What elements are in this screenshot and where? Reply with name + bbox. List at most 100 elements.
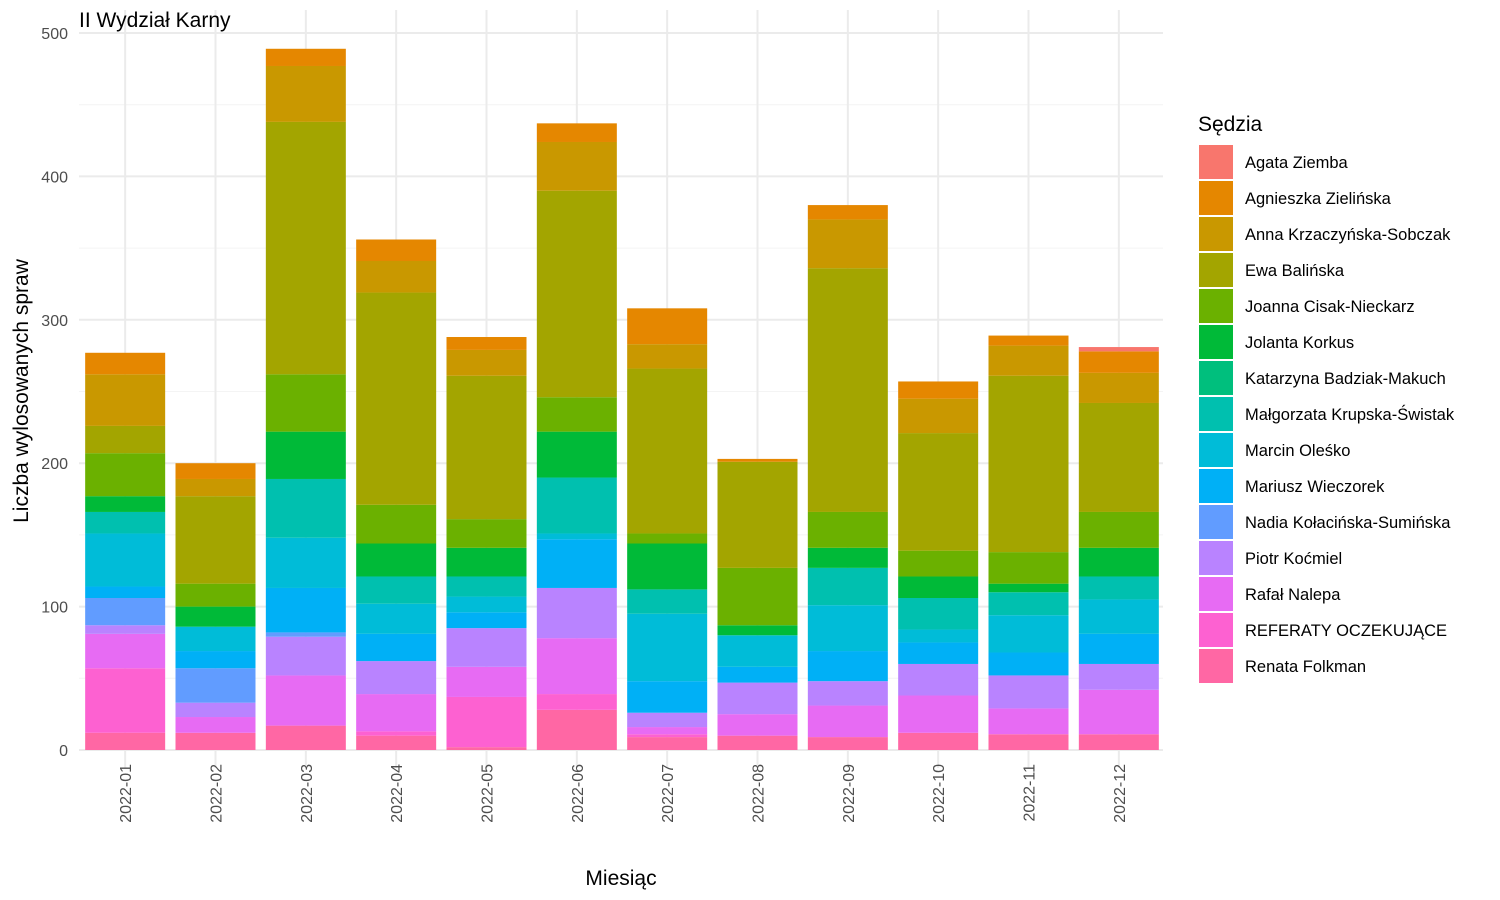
x-axis-ticks: 2022-01 2022-02 2022-03 2022-04 2022-05 2022-…: [118, 764, 1129, 823]
bar-segment: [1078, 633, 1159, 664]
bar-segment: [627, 344, 708, 369]
bar-segment: [988, 552, 1069, 584]
bar-segment: [807, 511, 888, 548]
bar-segment: [175, 496, 256, 584]
bar-segment: [265, 121, 346, 375]
bar-segment: [717, 735, 798, 750]
x-tick-label: 2022-10: [931, 764, 948, 823]
bar-segment: [356, 239, 437, 262]
bar-segment: [988, 592, 1069, 616]
bar-segment: [85, 511, 166, 534]
bar-segment: [536, 431, 617, 478]
bar-segment: [356, 735, 437, 750]
bar-segment: [717, 714, 798, 736]
y-tick-label: 300: [41, 313, 68, 330]
bar-segment: [898, 550, 979, 577]
bar-segment: [627, 589, 708, 614]
bar-segment: [85, 533, 166, 587]
bar-segment: [627, 681, 708, 713]
y-tick-label: 200: [41, 456, 68, 473]
bar-segment: [446, 547, 527, 577]
chart-title: II Wydział Karny: [79, 9, 231, 32]
bar-segment: [627, 712, 708, 728]
legend-label: Agata Ziemba: [1245, 154, 1349, 172]
bar-segment: [356, 292, 437, 505]
bar-segment: [717, 567, 798, 626]
bar-segment: [1078, 599, 1159, 634]
legend-label: Piotr Koćmiel: [1245, 550, 1342, 568]
bar-segment: [988, 615, 1069, 653]
legend-swatch: [1199, 361, 1233, 395]
legend-swatch: [1199, 613, 1233, 647]
bar-segment: [807, 567, 888, 606]
bar-segment: [446, 576, 527, 597]
bar-segment: [627, 613, 708, 682]
bar-segment: [356, 576, 437, 604]
bar-segment: [1078, 347, 1159, 352]
y-axis-ticks: 0 100 200 300 400 500: [41, 26, 68, 760]
legend-label: REFERATY OCZEKUJĄCE: [1245, 622, 1447, 640]
x-axis-title: Miesiąc: [585, 867, 656, 890]
x-tick-label: 2022-07: [660, 764, 677, 823]
legend-swatch: [1199, 217, 1233, 251]
bar-segment: [85, 496, 166, 512]
bar-segment: [807, 205, 888, 220]
bar-segment: [536, 587, 617, 639]
bar-segment: [175, 606, 256, 627]
bar-segment: [627, 737, 708, 750]
bar-segment: [807, 681, 888, 706]
bar-segment: [175, 583, 256, 607]
bar-segment: [85, 586, 166, 598]
y-axis-title: Liczba wylosowanych spraw: [10, 258, 33, 523]
bar-segment: [446, 747, 527, 750]
bar-segment: [265, 675, 346, 726]
legend-swatch: [1199, 505, 1233, 539]
bar-segment: [536, 477, 617, 534]
bar-segment: [265, 431, 346, 479]
x-tick-label: 2022-08: [751, 764, 768, 823]
bar-segment: [446, 375, 527, 520]
bar-segment: [627, 533, 708, 544]
legend-label: Renata Folkman: [1245, 658, 1366, 676]
bar-segment: [265, 478, 346, 538]
bar-segment: [175, 702, 256, 718]
legend-swatch: [1199, 541, 1233, 575]
bar-segment: [85, 732, 166, 750]
bar-segment: [1078, 511, 1159, 548]
bar-segment: [988, 675, 1069, 709]
bar-segment: [898, 398, 979, 434]
bar-segment: [85, 374, 166, 426]
bar-segment: [536, 539, 617, 588]
legend-swatch: [1199, 253, 1233, 287]
bar-segment: [446, 612, 527, 629]
bar-segment: [1078, 734, 1159, 750]
bar-segment: [807, 651, 888, 682]
bar-segment: [627, 368, 708, 534]
bar-segment: [627, 308, 708, 345]
x-tick-label: 2022-04: [389, 764, 406, 823]
legend-title: Sędzia: [1198, 113, 1263, 136]
y-tick-label: 400: [41, 169, 68, 186]
bar-segment: [85, 597, 166, 626]
bar-segment: [356, 504, 437, 544]
bar-segment: [175, 463, 256, 479]
y-tick-label: 100: [41, 600, 68, 617]
legend-swatch: [1199, 577, 1233, 611]
bar-segment: [898, 381, 979, 399]
x-tick-label: 2022-05: [480, 764, 497, 823]
legend-label: Jolanta Korkus: [1245, 334, 1354, 352]
bar-segment: [536, 694, 617, 710]
bar-segment: [265, 537, 346, 588]
bar-segment: [988, 375, 1069, 553]
bar-segment: [356, 731, 437, 736]
bar-segment: [175, 732, 256, 750]
bar-segment: [1078, 663, 1159, 690]
legend-label: Rafał Nalepa: [1245, 586, 1341, 604]
bar-segment: [356, 661, 437, 695]
legend-swatch: [1199, 325, 1233, 359]
bar-segment: [356, 543, 437, 577]
bar-segment: [265, 48, 346, 66]
legend-label: Małgorzata Krupska-Świstak: [1245, 405, 1455, 424]
legend-swatch: [1199, 433, 1233, 467]
bar-segment: [446, 666, 527, 697]
